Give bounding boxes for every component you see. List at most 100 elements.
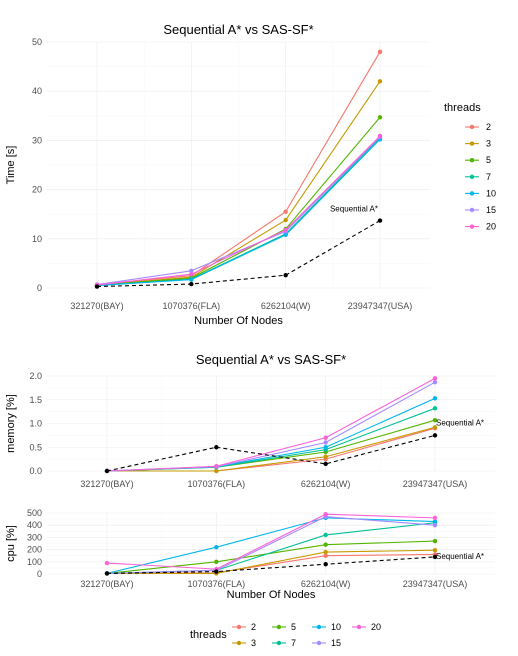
x-tick-label: 23947347(USA): [403, 579, 468, 589]
y-tick-label: 40: [32, 86, 42, 96]
legend-label-3: 3: [486, 139, 491, 149]
y-axis-label: cpu [%]: [5, 525, 17, 562]
data-point-20: [323, 435, 328, 440]
data-point-10: [432, 519, 438, 524]
chart-panel-0: 0 10 20 30 40 50 321270(BAY) 1070376(FLA) 626210…: [5, 22, 430, 327]
legend-key-point-15: [316, 640, 322, 646]
data-point-20: [377, 133, 383, 139]
data-point-3: [432, 548, 438, 553]
legend-key-point-20: [356, 624, 362, 630]
y-tick-label: 10: [32, 234, 42, 244]
data-point-2: [323, 553, 328, 558]
y-tick-label: 200: [27, 545, 42, 555]
legend-label-7: 7: [486, 172, 491, 182]
y-tick-label: 400: [27, 520, 42, 530]
y-tick-label: 0.0: [29, 466, 42, 476]
x-tick-label: 6262104(W): [301, 479, 351, 489]
legend-key-point-7: [469, 174, 475, 179]
data-point-5: [432, 417, 438, 423]
x-tick-label: 6262104(W): [261, 301, 311, 311]
data-point-3: [283, 217, 288, 223]
sequential-point: [214, 445, 219, 450]
x-tick-label: 321270(BAY): [80, 479, 133, 489]
legend-label-10: 10: [486, 188, 496, 198]
legend-right: threads 2 3 5 7 10 15 20: [444, 102, 496, 232]
series-line-20: [106, 513, 436, 570]
legend-title: threads: [444, 102, 481, 114]
legend-key-point-7: [276, 640, 282, 646]
legend-label-20: 20: [486, 222, 496, 232]
series-line-20: [96, 135, 381, 286]
data-point-3: [377, 79, 383, 84]
data-point-20: [323, 512, 328, 517]
data-point-10: [189, 277, 194, 282]
sequential-line: [106, 556, 436, 574]
sequential-annotation: Sequential A*: [436, 418, 484, 427]
x-tick-label: 1070376(FLA): [188, 479, 246, 489]
sequential-point: [432, 433, 438, 438]
sequential-point: [432, 554, 438, 560]
data-point-3: [323, 454, 328, 459]
series-line-15: [96, 136, 381, 286]
legend-label-3: 3: [251, 638, 256, 648]
sequential-annotation: Sequential A*: [330, 205, 378, 214]
series-line-3: [107, 549, 436, 574]
data-point-3: [432, 425, 438, 430]
legend-key-point-15: [469, 207, 475, 213]
x-tick-label: 23947347(USA): [348, 301, 413, 311]
sequential-point: [189, 281, 194, 287]
legend-key-point-2: [469, 124, 475, 130]
data-point-5: [214, 559, 219, 564]
x-tick-label: 23947347(USA): [403, 479, 468, 489]
data-point-15: [432, 379, 438, 385]
data-point-5: [432, 538, 438, 544]
y-tick-label: 1.0: [29, 419, 42, 429]
sequential-point: [323, 562, 328, 567]
legend-label-5: 5: [486, 155, 491, 165]
legend-label-15: 15: [486, 205, 496, 215]
y-tick-label: 0.5: [29, 442, 42, 452]
legend-label-2: 2: [251, 622, 256, 632]
sequential-point: [94, 284, 100, 289]
x-tick-label: 321270(BAY): [80, 579, 133, 589]
legend-label-7: 7: [291, 638, 296, 648]
sequential-point: [104, 468, 110, 474]
series-line-3: [107, 426, 436, 472]
data-point-3: [323, 549, 328, 555]
data-point-5: [377, 115, 383, 120]
sequential-point: [323, 461, 328, 467]
data-point-20: [432, 515, 438, 521]
legend-label-2: 2: [486, 122, 491, 132]
legend-label-15: 15: [331, 638, 341, 648]
legend-key-point-10: [469, 191, 475, 196]
legend-key-point-5: [469, 158, 475, 163]
y-tick-label: 1.5: [29, 395, 42, 405]
x-axis-label: Number Of Nodes: [227, 589, 316, 601]
data-point-20: [104, 560, 110, 566]
data-point-10: [323, 445, 328, 450]
y-tick-label: 50: [32, 37, 42, 47]
legend-bottom: threads 2 3 5 7 10 15 20: [190, 622, 381, 648]
legend-title: threads: [190, 629, 227, 641]
data-point-20: [432, 376, 438, 381]
y-tick-label: 20: [32, 185, 42, 195]
legend-key-point-20: [469, 224, 475, 229]
legend-key-point-3: [236, 640, 242, 646]
data-point-15: [189, 268, 194, 273]
sequential-point: [283, 273, 288, 278]
x-tick-label: 321270(BAY): [70, 301, 123, 311]
y-axis-label: memory [%]: [5, 394, 17, 453]
x-tick-label: 1070376(FLA): [188, 579, 246, 589]
data-point-10: [283, 232, 288, 238]
series-line-15: [106, 516, 436, 574]
y-tick-label: 0: [37, 569, 42, 579]
y-tick-label: 500: [27, 508, 42, 518]
legend-key-point-5: [276, 624, 282, 630]
sequential-point: [214, 569, 219, 574]
data-point-7: [323, 532, 328, 538]
sequential-line: [96, 220, 381, 288]
data-point-15: [432, 523, 438, 528]
series-line-5: [96, 116, 381, 286]
x-tick-label: 1070376(FLA): [163, 301, 221, 311]
